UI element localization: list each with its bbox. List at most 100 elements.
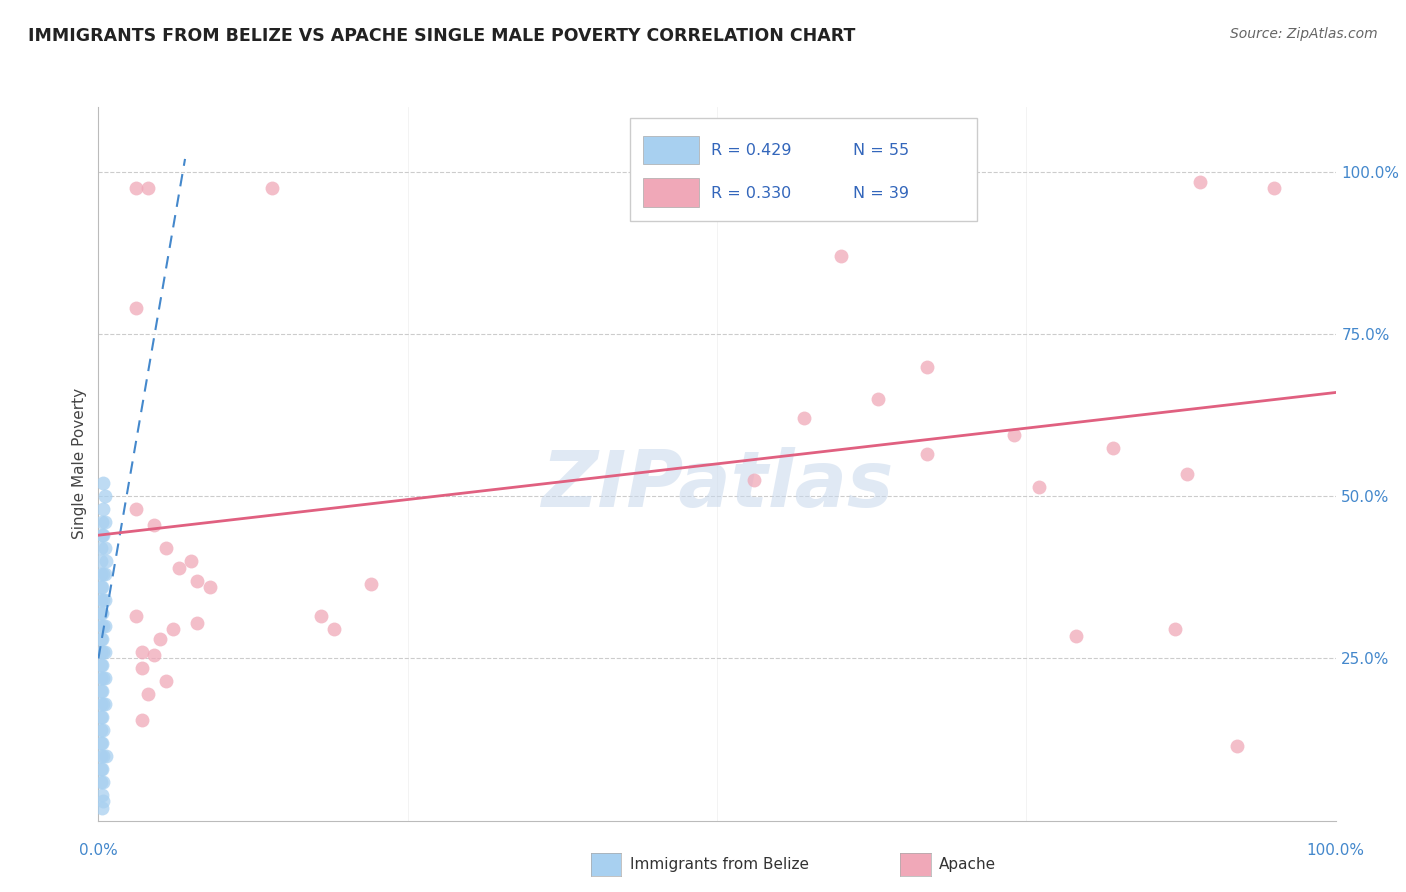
- Point: [1164, 622, 1187, 636]
- Point: [93, 645, 115, 659]
- Point: [1102, 441, 1125, 455]
- Point: [90, 762, 112, 776]
- Point: [93, 723, 115, 737]
- Point: [260, 181, 283, 195]
- Point: [91, 684, 114, 698]
- Point: [149, 632, 172, 646]
- Point: [93, 489, 115, 503]
- Point: [143, 648, 166, 663]
- Point: [155, 674, 177, 689]
- Point: [94, 554, 117, 568]
- Text: R = 0.330: R = 0.330: [711, 186, 792, 201]
- Point: [93, 697, 115, 711]
- Point: [90, 671, 112, 685]
- Point: [136, 687, 159, 701]
- Point: [124, 502, 146, 516]
- Bar: [643, 178, 699, 207]
- Point: [90, 723, 112, 737]
- Text: 0.0%: 0.0%: [79, 843, 118, 858]
- Point: [93, 748, 115, 763]
- Point: [309, 609, 332, 624]
- Point: [167, 560, 190, 574]
- Text: 100.0%: 100.0%: [1306, 843, 1365, 858]
- Text: Apache: Apache: [939, 857, 997, 871]
- Point: [198, 580, 221, 594]
- Point: [91, 632, 114, 646]
- Point: [180, 554, 202, 568]
- Point: [131, 661, 153, 675]
- Point: [124, 301, 146, 315]
- Text: IMMIGRANTS FROM BELIZE VS APACHE SINGLE MALE POVERTY CORRELATION CHART: IMMIGRANTS FROM BELIZE VS APACHE SINGLE …: [28, 27, 855, 45]
- Point: [1175, 467, 1198, 481]
- Point: [131, 713, 153, 727]
- Point: [91, 528, 114, 542]
- Point: [1188, 175, 1211, 189]
- Point: [322, 622, 344, 636]
- Point: [93, 515, 115, 529]
- Point: [91, 657, 114, 672]
- Point: [93, 671, 115, 685]
- Point: [90, 567, 112, 582]
- Point: [866, 392, 889, 406]
- Text: Immigrants from Belize: Immigrants from Belize: [630, 857, 808, 871]
- Point: [90, 593, 112, 607]
- Point: [93, 593, 115, 607]
- Point: [91, 762, 114, 776]
- Point: [90, 748, 112, 763]
- Point: [93, 476, 115, 491]
- Point: [360, 577, 382, 591]
- Point: [136, 181, 159, 195]
- Point: [124, 181, 146, 195]
- Point: [742, 473, 765, 487]
- Point: [917, 359, 939, 374]
- Point: [124, 609, 146, 624]
- Point: [90, 606, 112, 620]
- Point: [93, 697, 115, 711]
- Point: [91, 800, 114, 814]
- Point: [155, 541, 177, 556]
- Point: [91, 606, 114, 620]
- Point: [143, 518, 166, 533]
- Point: [93, 567, 115, 582]
- Point: [93, 502, 115, 516]
- Point: [93, 619, 115, 633]
- Point: [830, 249, 852, 263]
- Point: [90, 774, 112, 789]
- Point: [1028, 479, 1050, 493]
- Point: [186, 574, 208, 588]
- Point: [90, 632, 112, 646]
- Text: Source: ZipAtlas.com: Source: ZipAtlas.com: [1230, 27, 1378, 41]
- Point: [93, 528, 115, 542]
- Point: [90, 657, 112, 672]
- Point: [93, 774, 115, 789]
- Point: [793, 411, 815, 425]
- Text: R = 0.429: R = 0.429: [711, 143, 792, 158]
- Point: [93, 671, 115, 685]
- Point: [1064, 629, 1087, 643]
- Point: [90, 736, 112, 750]
- Point: [162, 622, 184, 636]
- FancyBboxPatch shape: [630, 118, 977, 221]
- Point: [90, 541, 112, 556]
- Point: [93, 794, 115, 808]
- Point: [90, 710, 112, 724]
- Point: [90, 684, 112, 698]
- Point: [91, 515, 114, 529]
- Point: [131, 645, 153, 659]
- Text: N = 55: N = 55: [853, 143, 910, 158]
- Point: [91, 788, 114, 802]
- Bar: [643, 136, 699, 164]
- Point: [93, 567, 115, 582]
- Point: [90, 619, 112, 633]
- Text: N = 39: N = 39: [853, 186, 910, 201]
- Point: [93, 593, 115, 607]
- Point: [91, 736, 114, 750]
- Point: [93, 541, 115, 556]
- Point: [90, 554, 112, 568]
- Point: [93, 645, 115, 659]
- Point: [90, 580, 112, 594]
- Y-axis label: Single Male Poverty: Single Male Poverty: [72, 388, 87, 540]
- Point: [186, 615, 208, 630]
- Point: [1002, 427, 1025, 442]
- Point: [1226, 739, 1249, 753]
